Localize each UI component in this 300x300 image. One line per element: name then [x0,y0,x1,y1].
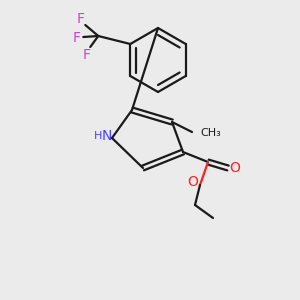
Text: CH₃: CH₃ [200,128,221,138]
Text: F: F [72,31,80,45]
Text: N: N [102,129,112,143]
Text: O: O [230,161,240,175]
Text: F: F [82,48,90,62]
Text: O: O [188,175,198,189]
Text: H: H [94,131,102,141]
Text: F: F [76,12,84,26]
